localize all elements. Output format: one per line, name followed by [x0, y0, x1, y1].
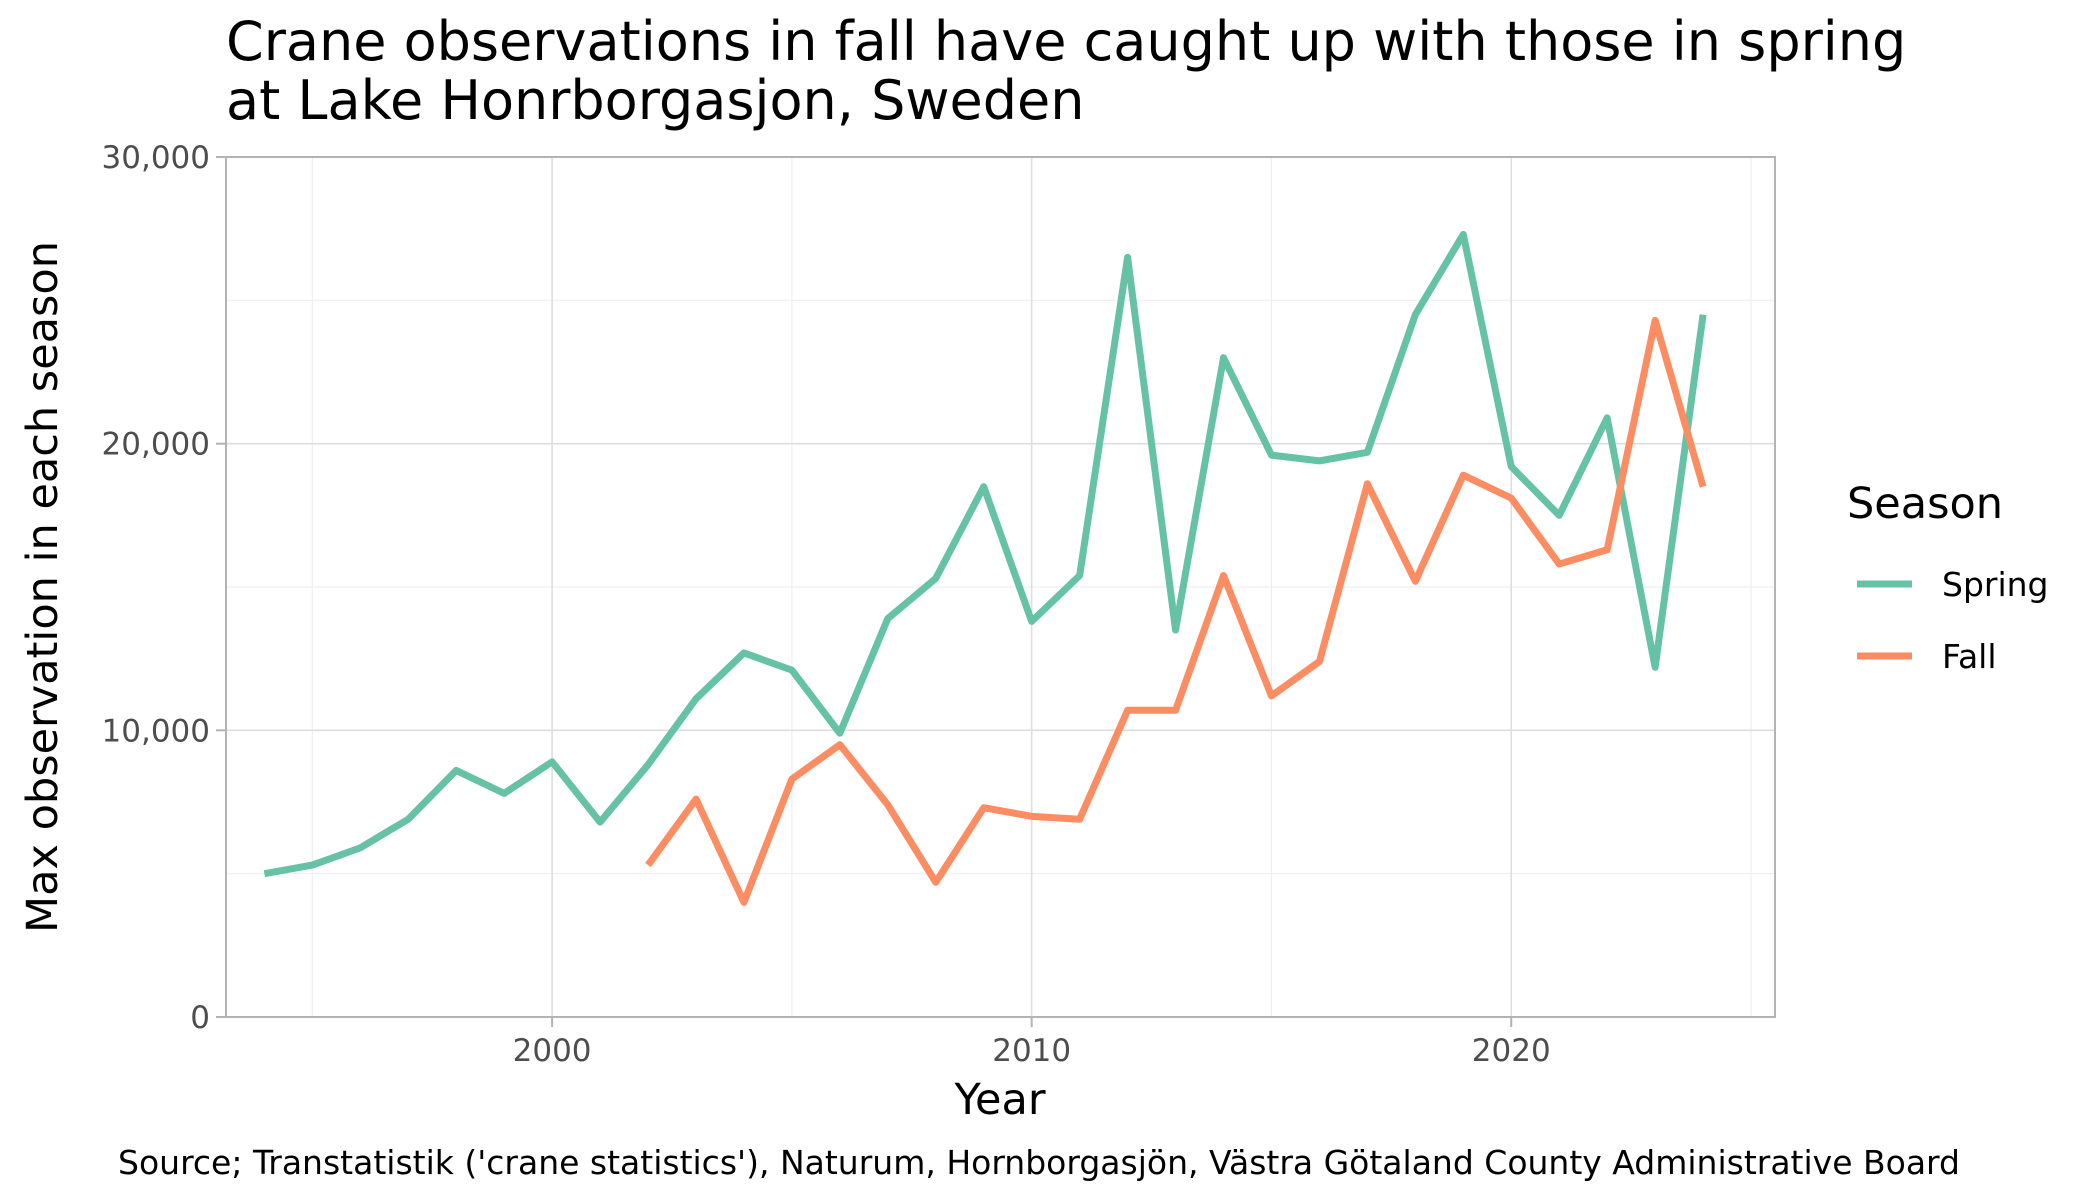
legend-label-fall: Fall	[1942, 637, 1997, 676]
chart-caption: Source; Transtatistik ('crane statistics…	[118, 1143, 1960, 1182]
x-tick-label: 2020	[1472, 1033, 1551, 1069]
legend-label-spring: Spring	[1942, 565, 2049, 604]
y-tick-label: 0	[190, 1000, 210, 1036]
y-tick-label: 20,000	[102, 427, 210, 463]
x-axis-title: Year	[953, 1075, 1045, 1125]
x-tick-label: 2010	[992, 1033, 1071, 1069]
series-line-fall	[645, 316, 1707, 906]
series-lines	[263, 230, 1707, 906]
y-axis-title: Max observation in each season	[18, 241, 68, 933]
chart-title: Crane observations in fall have caught u…	[226, 10, 1906, 73]
axes: 0 10,000 20,000 30,000 2000 2010 2020	[102, 140, 1551, 1069]
y-tick-label: 30,000	[102, 140, 210, 176]
legend: Season Spring Fall	[1847, 479, 2049, 676]
legend-title: Season	[1847, 479, 2003, 529]
grid	[226, 156, 1775, 1018]
chart-subtitle: at Lake Honrborgasjon, Sweden	[226, 69, 1084, 132]
y-tick-label: 10,000	[102, 713, 210, 749]
plot-panel-border	[225, 156, 1776, 1018]
x-tick-label: 2000	[513, 1033, 592, 1069]
series-line-spring	[263, 230, 1707, 878]
